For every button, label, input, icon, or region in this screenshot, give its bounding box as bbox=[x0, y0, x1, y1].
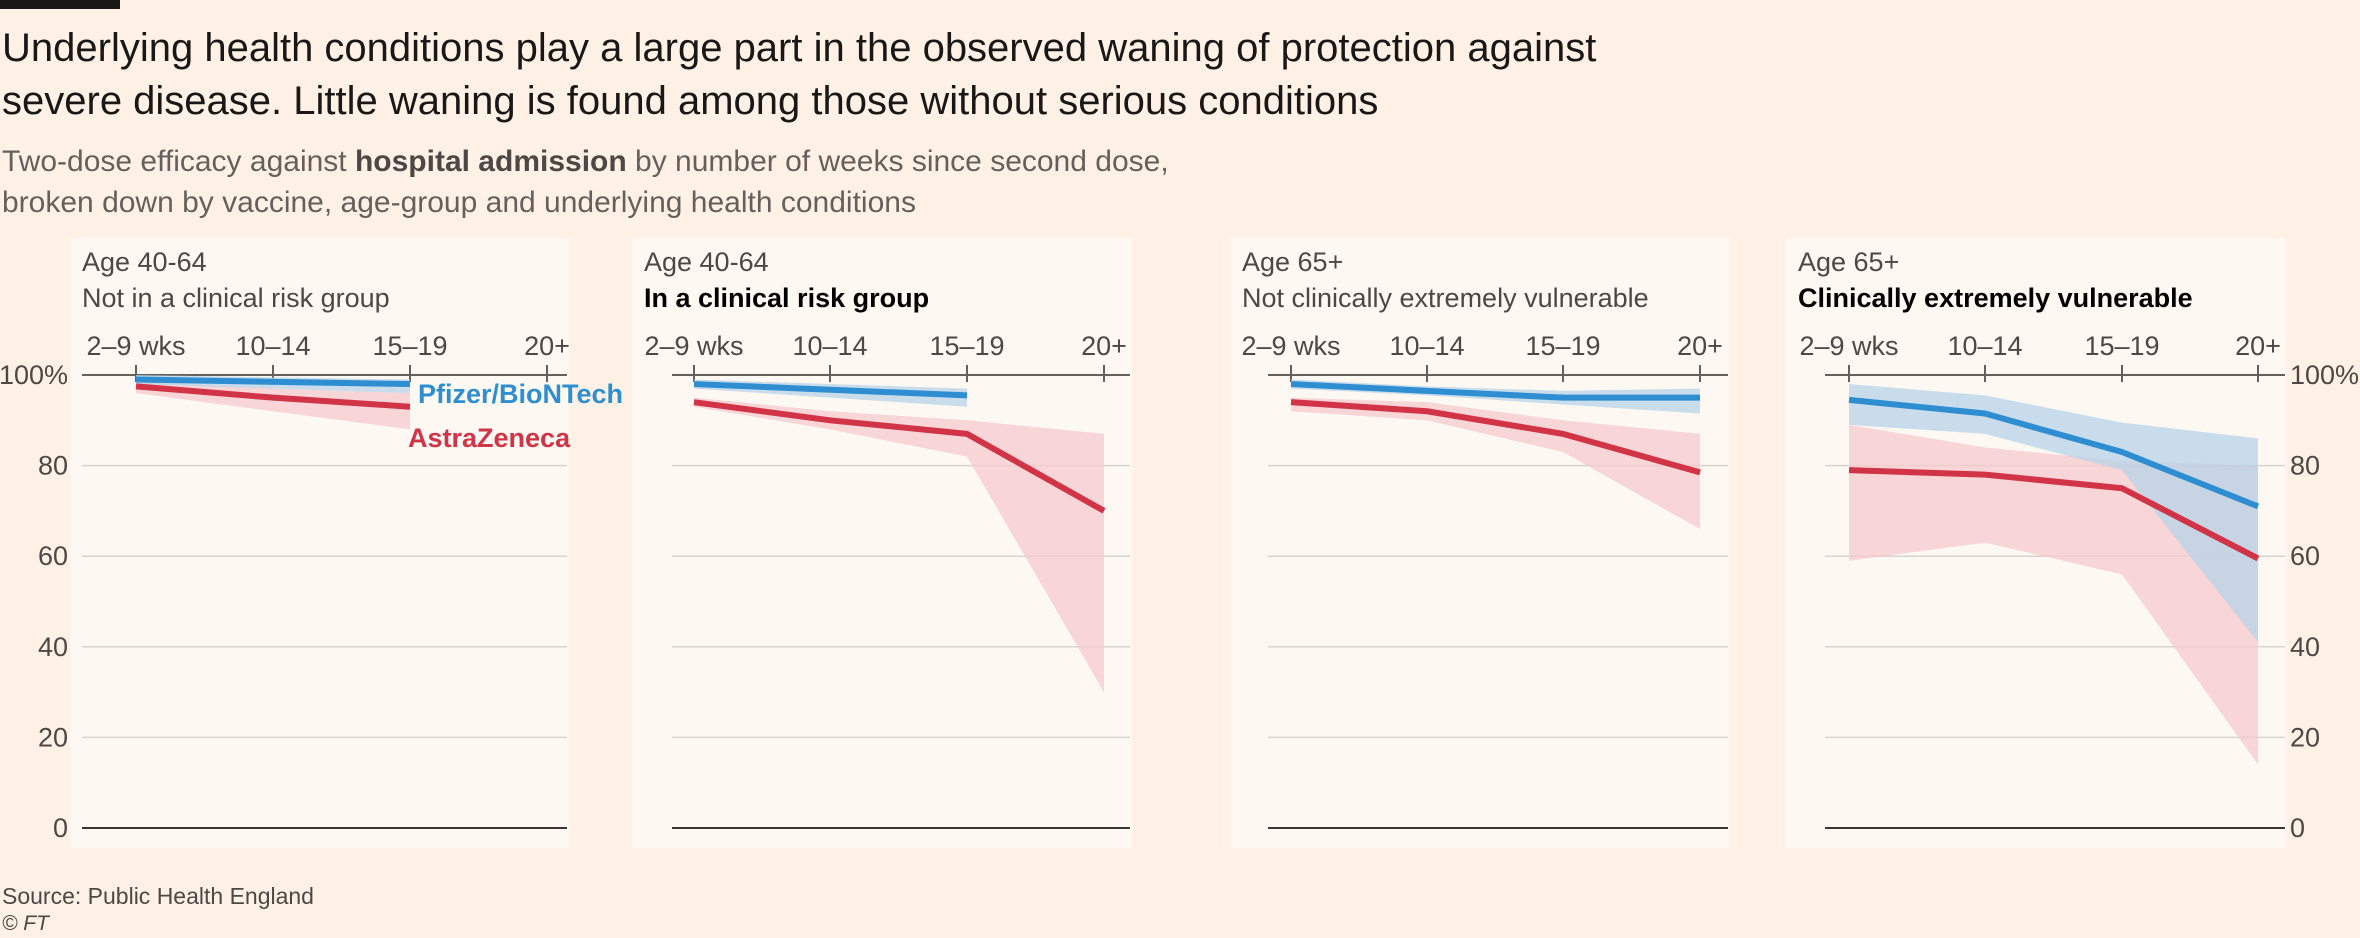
panel-2: 2–9 wks 10–14 15–19 20+ bbox=[644, 331, 1130, 829]
x-tick-label: 10–14 bbox=[1389, 331, 1464, 361]
legend-astrazeneca: AstraZeneca bbox=[408, 423, 571, 453]
subtitle-line2: broken down by vaccine, age-group and un… bbox=[2, 186, 916, 219]
panel-background bbox=[70, 238, 570, 848]
source-note: Source: Public Health England bbox=[2, 883, 314, 909]
panel-risk-label: In a clinical risk group bbox=[644, 283, 930, 313]
astrazeneca-line bbox=[1290, 399, 1701, 476]
pfizer-line bbox=[693, 381, 968, 399]
x-tick-label: 20+ bbox=[1677, 331, 1723, 361]
y-tick-left: 80 bbox=[38, 451, 68, 481]
panel-background bbox=[1230, 238, 1730, 848]
x-tick-label: 2–9 wks bbox=[644, 331, 743, 361]
y-tick-right: 60 bbox=[2290, 541, 2320, 571]
astrazeneca-line bbox=[1848, 467, 2260, 562]
brand-bar bbox=[0, 0, 120, 9]
x-tick-label: 2–9 wks bbox=[1799, 331, 1898, 361]
y-tick-right: 80 bbox=[2290, 451, 2320, 481]
y-tick-right: 40 bbox=[2290, 632, 2320, 662]
y-tick-left: 100% bbox=[0, 360, 68, 390]
x-tick-label: 2–9 wks bbox=[1241, 331, 1340, 361]
panel-1: 2–9 wks 10–14 15–19 20+ bbox=[82, 331, 570, 829]
y-tick-right: 100% bbox=[2290, 360, 2359, 390]
x-tick-label: 10–14 bbox=[235, 331, 310, 361]
x-tick-label: 15–19 bbox=[929, 331, 1004, 361]
panel-risk-label: Clinically extremely vulnerable bbox=[1798, 283, 2193, 313]
panel-4: 2–9 wks 10–14 15–19 20+ bbox=[1799, 331, 2285, 829]
y-tick-left: 60 bbox=[38, 541, 68, 571]
y-tick-left: 40 bbox=[38, 632, 68, 662]
astrazeneca-line bbox=[693, 399, 1106, 514]
panel-3: 2–9 wks 10–14 15–19 20+ bbox=[1241, 331, 1728, 829]
subtitle-bold: hospital admission bbox=[354, 145, 627, 178]
y-tick-left: 20 bbox=[38, 722, 68, 752]
x-tick-label: 20+ bbox=[1081, 331, 1127, 361]
y-tick-right: 0 bbox=[2290, 813, 2305, 843]
subtitle-part1: Two-dose efficacy against bbox=[2, 145, 355, 178]
astrazeneca-confidence-band bbox=[1291, 397, 1700, 530]
subtitle-part2: by number of weeks since second dose, bbox=[626, 145, 1169, 178]
chart-title: Underlying health conditions play a larg… bbox=[2, 26, 1597, 123]
panel-age-label: Age 40-64 bbox=[82, 247, 207, 277]
pfizer-line bbox=[1848, 396, 2260, 510]
pfizer-line bbox=[135, 376, 411, 388]
pfizer-confidence-band bbox=[1849, 384, 2258, 643]
astrazeneca-confidence-band bbox=[694, 397, 1104, 693]
panel-risk-label: Not clinically extremely vulnerable bbox=[1242, 283, 1649, 313]
panel-age-label: Age 65+ bbox=[1798, 247, 1900, 277]
x-tick-label: 15–19 bbox=[2084, 331, 2159, 361]
y-tick-right: 20 bbox=[2290, 722, 2320, 752]
panel-risk-label: Not in a clinical risk group bbox=[82, 283, 390, 313]
x-tick-label: 10–14 bbox=[792, 331, 867, 361]
x-tick-label: 20+ bbox=[524, 331, 570, 361]
x-tick-label: 15–19 bbox=[1525, 331, 1600, 361]
copyright: © FT bbox=[2, 912, 49, 935]
pfizer-line bbox=[1290, 381, 1700, 401]
y-tick-left: 0 bbox=[53, 813, 68, 843]
x-tick-label: 20+ bbox=[2235, 331, 2281, 361]
panel-age-label: Age 65+ bbox=[1242, 247, 1344, 277]
x-tick-label: 15–19 bbox=[372, 331, 447, 361]
panel-age-label: Age 40-64 bbox=[644, 247, 769, 277]
x-tick-label: 10–14 bbox=[1947, 331, 2022, 361]
chart-subtitle: Two-dose efficacy against hospital admis… bbox=[2, 141, 1402, 223]
x-tick-label: 2–9 wks bbox=[86, 331, 185, 361]
legend-pfizer: Pfizer/BioNTech bbox=[418, 379, 623, 409]
